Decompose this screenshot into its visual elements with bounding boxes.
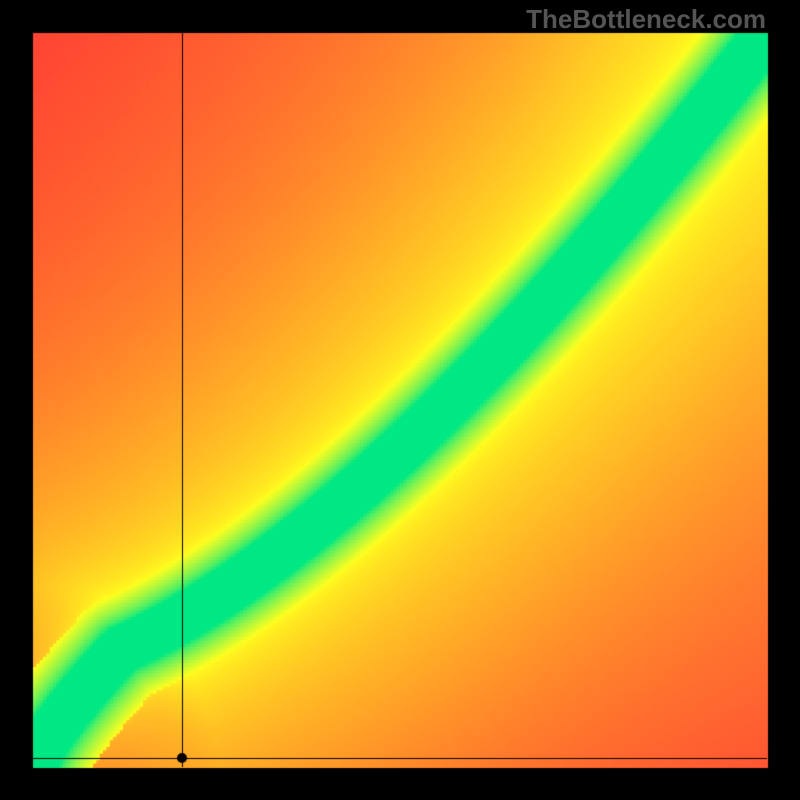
bottleneck-heatmap — [0, 0, 800, 800]
watermark-text: TheBottleneck.com — [526, 4, 766, 35]
chart-container: TheBottleneck.com — [0, 0, 800, 800]
